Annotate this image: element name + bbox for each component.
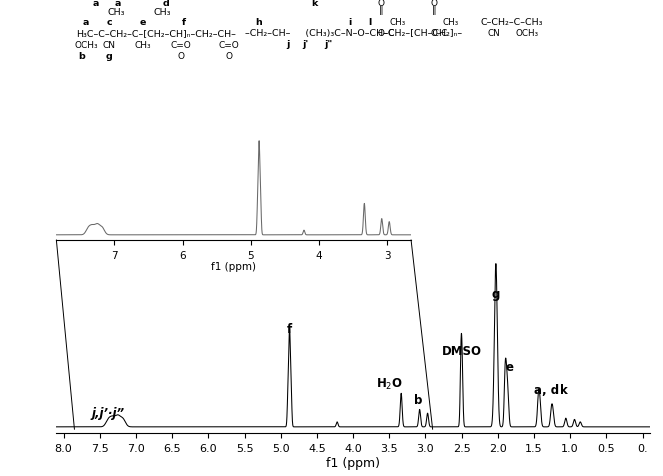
Text: O: O (225, 51, 232, 60)
Text: O–C: O–C (431, 30, 448, 38)
Text: CH₃: CH₃ (390, 18, 406, 27)
X-axis label: f1 (ppm): f1 (ppm) (326, 456, 380, 468)
Text: g: g (106, 51, 113, 60)
Text: C–CH₂–C–CH₃: C–CH₂–C–CH₃ (481, 18, 543, 27)
Text: H$_2$O: H$_2$O (376, 377, 402, 392)
Text: i: i (349, 18, 351, 27)
Text: CH₃: CH₃ (134, 41, 151, 50)
Text: C=O: C=O (218, 41, 239, 50)
Text: O: O (378, 0, 385, 8)
Text: a: a (115, 0, 121, 8)
Text: O: O (431, 0, 438, 8)
Text: OCH₃: OCH₃ (516, 30, 538, 38)
Text: c: c (107, 18, 112, 27)
Text: g: g (491, 288, 500, 300)
Text: CH₃: CH₃ (154, 9, 171, 17)
Text: e: e (505, 360, 513, 373)
Text: k: k (560, 384, 568, 397)
Text: a, d: a, d (534, 384, 559, 397)
Text: f: f (287, 322, 292, 335)
Text: b: b (414, 394, 422, 407)
Text: DMSO: DMSO (442, 344, 481, 357)
Text: CH₃: CH₃ (107, 9, 125, 17)
Text: –CH₂–CH–     (CH₃)₃C–N–O–CH–CH₂–[CH–CH₂]ₙ–: –CH₂–CH– (CH₃)₃C–N–O–CH–CH₂–[CH–CH₂]ₙ– (245, 30, 462, 38)
Text: CN: CN (103, 41, 116, 50)
Text: H₃C–C–CH₂–C–[CH₂–CH]ₙ–CH₂–CH–: H₃C–C–CH₂–C–[CH₂–CH]ₙ–CH₂–CH– (76, 30, 236, 38)
Text: a: a (83, 18, 90, 27)
Text: j": j" (324, 40, 332, 49)
Text: e: e (139, 18, 146, 27)
Text: f: f (182, 18, 186, 27)
Text: O: O (178, 51, 184, 60)
Text: C=O: C=O (170, 41, 192, 50)
Text: j: j (286, 40, 290, 49)
X-axis label: f1 (ppm): f1 (ppm) (211, 261, 256, 271)
Text: ‖: ‖ (379, 6, 383, 15)
Text: h: h (255, 18, 262, 27)
Text: l: l (369, 18, 371, 27)
Text: CH₃: CH₃ (443, 18, 459, 27)
Text: b: b (78, 51, 85, 60)
Text: OCH₃: OCH₃ (74, 41, 98, 50)
Text: k: k (312, 0, 318, 8)
Text: j': j' (302, 40, 308, 49)
Text: O–C: O–C (378, 30, 395, 38)
Text: d: d (162, 0, 169, 8)
Text: ‖: ‖ (432, 6, 436, 15)
Text: j,j’·j”: j,j’·j” (91, 406, 124, 419)
Text: CN: CN (487, 30, 501, 38)
Text: a: a (93, 0, 99, 8)
